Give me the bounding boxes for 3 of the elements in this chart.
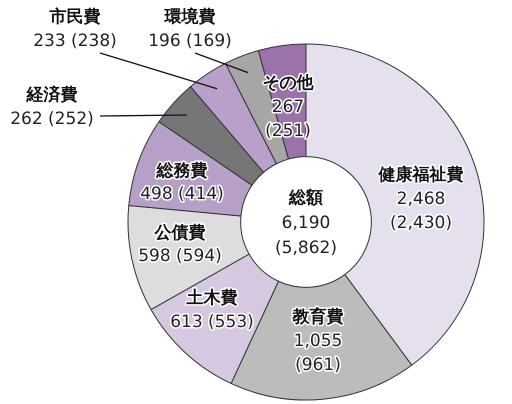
annotation: 総額 — [289, 188, 323, 208]
annotation: (5,862) — [275, 238, 337, 258]
annotation: 6,190 — [282, 213, 330, 233]
